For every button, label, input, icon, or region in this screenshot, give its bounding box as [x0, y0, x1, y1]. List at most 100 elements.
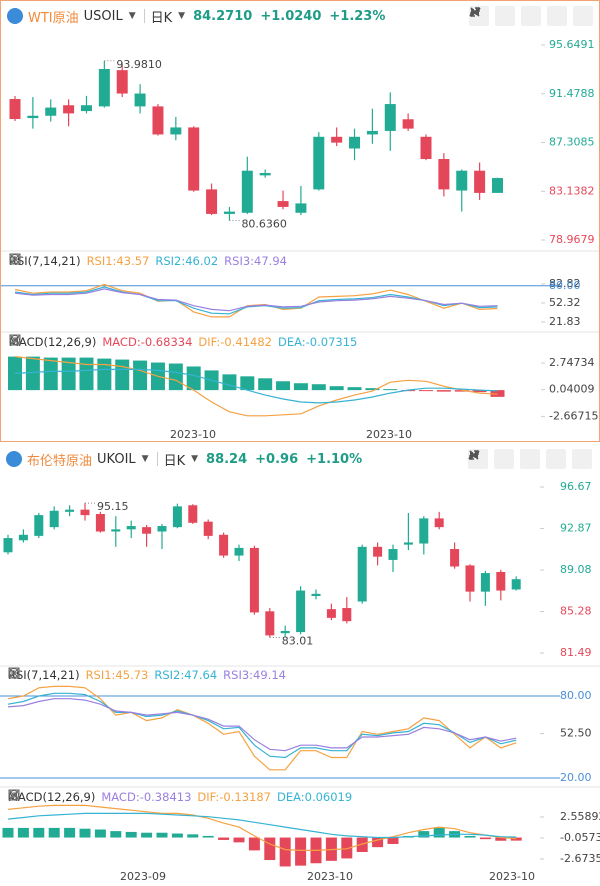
expand-button[interactable] [469, 449, 566, 469]
dropdown[interactable]: ▼ [191, 454, 199, 464]
y-tick-label: 21.83 [549, 315, 581, 328]
separator [156, 452, 158, 466]
candle-body [172, 506, 182, 528]
candle-body [295, 203, 307, 213]
macd-bar [141, 832, 153, 838]
macd-bar [25, 356, 40, 391]
title[interactable]: WTI原油 [28, 10, 79, 26]
candle-body [170, 127, 182, 135]
candle-body [373, 546, 383, 557]
macd-bar [248, 837, 260, 851]
low-label: 80.6360 [241, 218, 287, 231]
change-pct: +1.10% [306, 451, 363, 467]
expand-button[interactable] [470, 6, 567, 26]
macd-bar [156, 832, 168, 838]
candle-body [280, 631, 290, 634]
macd-bar [2, 827, 14, 838]
dropdown[interactable]: ▼ [141, 454, 149, 464]
dropdown[interactable]: ▼ [178, 11, 186, 21]
candle-body [296, 590, 306, 633]
indicator-button[interactable] [471, 6, 541, 26]
macd-bar [264, 837, 276, 861]
macd-header: MACD(12,26,9) MACD:-0.38413 DIF:-0.13187… [8, 789, 358, 805]
macd-bar [418, 831, 430, 838]
macd-legend: DEA:0.06019 [276, 790, 353, 804]
rsi-line [7, 698, 517, 752]
candle-body [27, 115, 39, 119]
candle-body [80, 509, 90, 516]
macd-name: MACD(12,26,9) [8, 790, 96, 804]
rsi-line [7, 692, 517, 759]
rsi-ref-label: 20.00 [560, 771, 592, 784]
candle-body [388, 549, 398, 560]
macd-legend: MACD:-0.68334 [102, 335, 193, 349]
candle-body [157, 526, 167, 532]
macd-bar [171, 833, 183, 838]
candle-body [95, 514, 105, 532]
add-icon[interactable] [9, 334, 21, 346]
macd-bar [387, 837, 399, 844]
macd-header: MACD(12,26,9) MACD:-0.68334 DIF:-0.41482… [9, 334, 363, 350]
rsi-legend: RSI1:45.73 [85, 668, 149, 682]
symbol[interactable]: UKOIL [97, 451, 136, 467]
candle-body [63, 105, 75, 114]
x-axis-label: 2023-10 [170, 428, 216, 441]
candle-body [188, 505, 198, 523]
x-axis-label: 2023-09 [120, 870, 166, 883]
candle-body [465, 565, 475, 592]
candle-body [188, 127, 200, 191]
toolbar [469, 6, 593, 26]
candle-body [98, 68, 110, 107]
close-button[interactable] [469, 449, 592, 469]
y-tick-label: -2.66715 [549, 409, 598, 422]
macd-bar [479, 837, 491, 840]
draw-button[interactable] [470, 6, 515, 26]
candle-body [126, 526, 136, 530]
title[interactable]: 布伦特原油 [27, 453, 93, 469]
dropdown[interactable]: ▼ [128, 11, 136, 21]
macd-bar [43, 357, 58, 391]
macd-bar [94, 829, 106, 838]
y-tick-label: 95.6491 [549, 38, 595, 51]
candle-body [419, 518, 429, 544]
rsi-legend: RSI1:43.57 [86, 254, 150, 268]
price: 88.24 [206, 451, 248, 467]
symbol-icon [6, 451, 22, 467]
y-tick-label: -2.67358 [560, 852, 600, 865]
candle-body [384, 104, 396, 131]
y-tick-label: 78.9679 [549, 233, 595, 246]
symbol[interactable]: USOIL [83, 8, 123, 24]
macd-bar [464, 835, 476, 838]
macd-bar [276, 381, 291, 391]
macd-bar [258, 378, 273, 391]
candle-body [80, 105, 92, 112]
draw-button[interactable] [469, 449, 514, 469]
period[interactable]: 日K [150, 10, 173, 26]
add-icon[interactable] [9, 253, 21, 265]
header: 布伦特原油 UKOIL ▼ 日K ▼ 88.24 +0.96 +1.10% [0, 444, 600, 474]
indicator-button[interactable] [470, 449, 540, 469]
macd-bar [293, 383, 308, 391]
close-button[interactable] [470, 6, 593, 26]
wti-chart: 95.6491 91.4788 87.3085 83.1382 78.9679 93.98… [1, 38, 599, 441]
rsi-legend: RSI2:47.64 [154, 668, 218, 682]
macd-bar [79, 357, 94, 391]
low-label: 83.01 [282, 635, 314, 648]
macd-bar [218, 837, 230, 840]
candle-body [265, 611, 275, 636]
add-icon[interactable] [8, 789, 20, 801]
macd-bar [33, 827, 45, 838]
macd-bar [311, 384, 326, 391]
candle-body [134, 93, 146, 107]
candle-body [65, 509, 75, 512]
period[interactable]: 日K [163, 453, 186, 469]
add-icon[interactable] [8, 667, 20, 679]
macd-bar [436, 390, 451, 392]
macd-legend: DEA:-0.07315 [277, 335, 358, 349]
macd-legend: DIF:-0.41482 [198, 335, 272, 349]
rsi-legend: RSI3:49.14 [223, 668, 286, 682]
high-label: 95.15 [97, 500, 129, 513]
macd-bar [329, 386, 344, 391]
candle-body [311, 593, 321, 597]
